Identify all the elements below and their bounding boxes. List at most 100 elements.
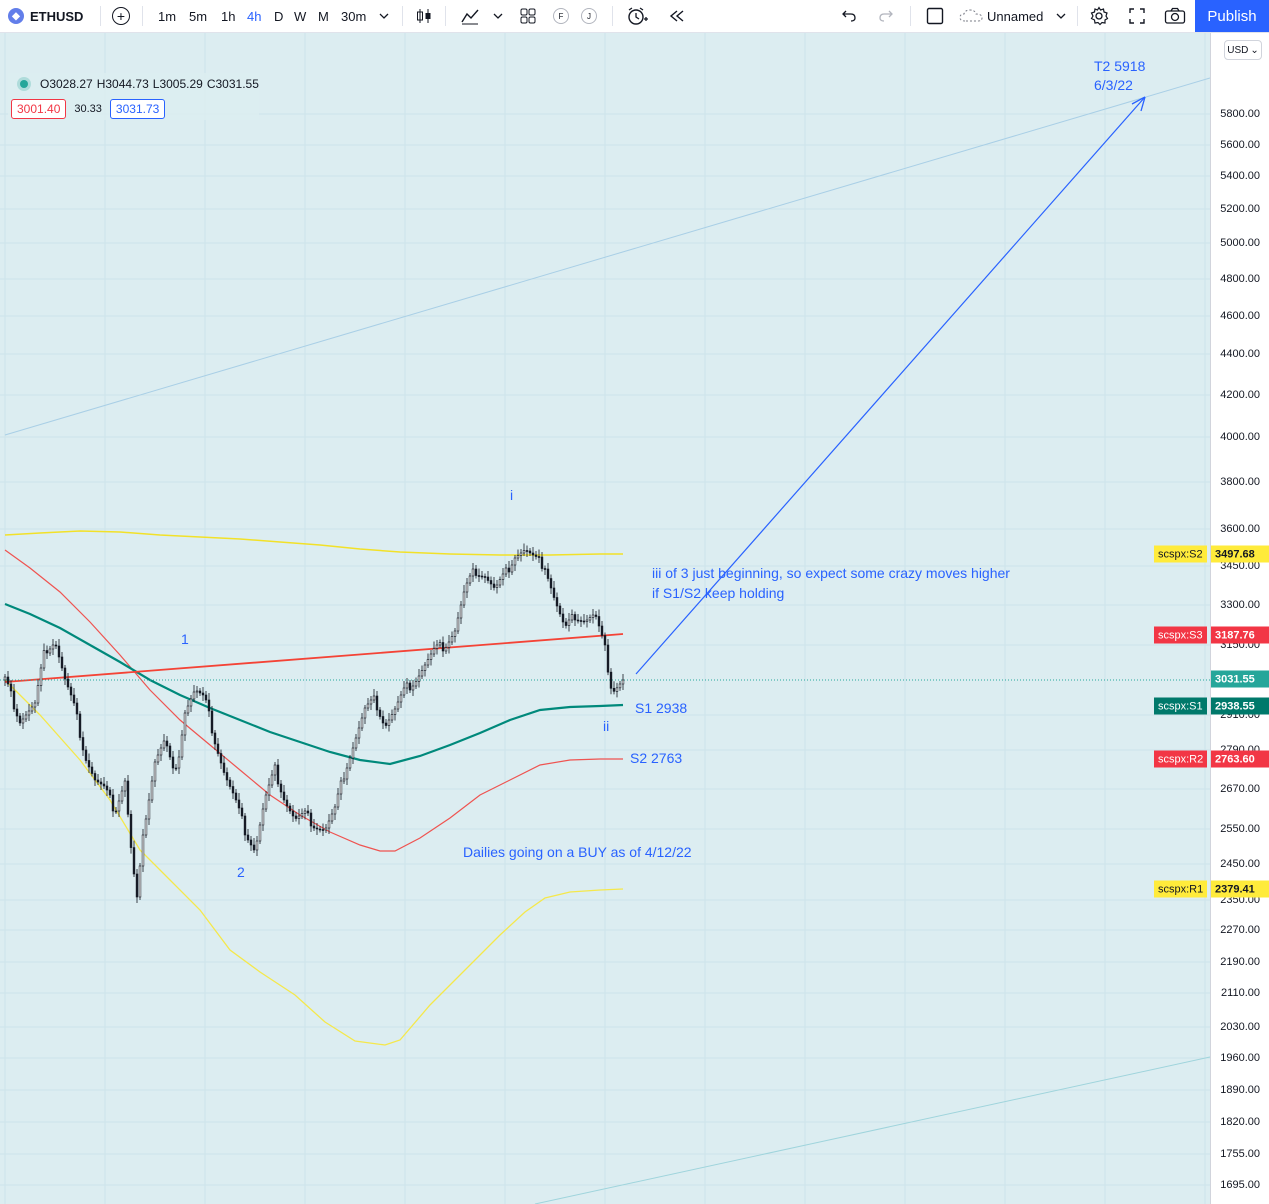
candle-body bbox=[336, 793, 340, 808]
divider bbox=[402, 6, 403, 26]
s1-annotation[interactable]: S1 2938 bbox=[635, 700, 688, 716]
currency-select[interactable]: USD ⌄ bbox=[1224, 40, 1262, 60]
candle-body bbox=[519, 552, 523, 556]
layout-select-button[interactable] bbox=[926, 0, 944, 32]
price-axis[interactable]: 5800.00 5600.00 5400.00 5200.00 5000.00 4800.… bbox=[1210, 33, 1269, 1204]
candle-body bbox=[3, 676, 7, 681]
wave-iii-note[interactable]: iii of 3 just beginning, so expect some … bbox=[652, 563, 1010, 603]
financials-button[interactable]: F bbox=[553, 0, 569, 32]
snapshot-button[interactable] bbox=[1164, 0, 1186, 32]
publish-button[interactable]: Publish bbox=[1195, 0, 1269, 32]
chart-type-button[interactable] bbox=[415, 0, 433, 32]
candle-body bbox=[9, 683, 13, 692]
price-tick-label: 1890.00 bbox=[1220, 1084, 1260, 1096]
journal-button[interactable]: J bbox=[581, 0, 597, 32]
price-tick-label: 3800.00 bbox=[1220, 476, 1260, 488]
price-tick-label: 3300.00 bbox=[1220, 599, 1260, 611]
buy-price-button[interactable]: 3031.73 bbox=[109, 99, 166, 119]
candle-body bbox=[207, 699, 211, 712]
alarm-clock-plus-icon bbox=[628, 7, 648, 25]
s2-annotation[interactable]: S2 2763 bbox=[630, 750, 683, 766]
legend-low: L3005.29 bbox=[152, 77, 203, 91]
interval-d[interactable]: D bbox=[274, 8, 284, 24]
wave-label-ii[interactable]: ii bbox=[603, 718, 610, 734]
price-tick-label: 4000.00 bbox=[1220, 431, 1260, 443]
alert-button[interactable] bbox=[626, 0, 648, 32]
wave-label-i[interactable]: i bbox=[510, 487, 514, 503]
price-tick-label: 1960.00 bbox=[1220, 1052, 1260, 1064]
indicators-icon bbox=[461, 9, 479, 25]
price-chart bbox=[0, 33, 1210, 1204]
candle-body bbox=[252, 844, 256, 851]
candle-body bbox=[12, 690, 16, 710]
settings-button[interactable] bbox=[1089, 0, 1109, 32]
symbol-search[interactable]: ◆ ETHUSD bbox=[8, 0, 83, 32]
candle-body bbox=[87, 760, 91, 768]
scspx-r2-pane-label: scspx:R2 bbox=[1154, 750, 1208, 768]
candle-body bbox=[603, 635, 607, 646]
candle-body bbox=[381, 716, 385, 724]
candle-body bbox=[561, 613, 565, 623]
candle-body bbox=[459, 604, 463, 619]
undo-button[interactable] bbox=[841, 0, 857, 32]
wave-label-2[interactable]: 2 bbox=[237, 864, 245, 880]
replay-button[interactable] bbox=[668, 0, 686, 32]
candle-body bbox=[240, 807, 244, 817]
candle-body bbox=[96, 779, 100, 783]
candle-body bbox=[126, 780, 130, 815]
templates-button[interactable] bbox=[519, 0, 537, 32]
scspx-s1-pane-label: scspx:S1 bbox=[1154, 697, 1207, 715]
plus-circle-icon: + bbox=[112, 7, 130, 25]
candle-body bbox=[210, 710, 214, 734]
candle-body bbox=[348, 757, 352, 769]
candle-body bbox=[465, 582, 469, 593]
candle-body bbox=[69, 686, 73, 696]
interval-5m[interactable]: 5m bbox=[189, 8, 208, 24]
chart-pane[interactable]: O3028.27 H3044.73 L3005.29 C3031.55 3001… bbox=[0, 33, 1210, 1204]
interval-w[interactable]: W bbox=[294, 8, 307, 24]
compare-add-symbol-button[interactable]: + bbox=[112, 0, 130, 32]
candle-body bbox=[417, 675, 421, 682]
trend-line-upper[interactable] bbox=[4, 77, 1210, 436]
candle-body bbox=[189, 698, 193, 707]
candle-body bbox=[45, 650, 49, 654]
dailies-annotation[interactable]: Dailies going on a BUY as of 4/12/22 bbox=[463, 844, 692, 860]
chart-legend: O3028.27 H3044.73 L3005.29 C3031.55 3001… bbox=[8, 73, 259, 120]
candle-body bbox=[498, 579, 502, 586]
candle-body bbox=[606, 644, 610, 673]
divider bbox=[910, 6, 911, 26]
candle-body bbox=[30, 706, 34, 712]
s2-yellow-curve bbox=[4, 530, 623, 556]
interval-m[interactable]: M bbox=[318, 8, 329, 24]
price-tick-label: 2670.00 bbox=[1220, 783, 1260, 795]
candle-body bbox=[33, 702, 37, 708]
candle-body bbox=[411, 685, 415, 691]
candle-body bbox=[492, 583, 496, 588]
candle-body bbox=[174, 767, 178, 770]
scspx-s3-pane-label: scspx:S3 bbox=[1154, 626, 1207, 644]
camera-icon bbox=[1164, 7, 1186, 24]
layout-name-button[interactable]: Unnamed bbox=[959, 0, 1043, 32]
interval-1m[interactable]: 1m bbox=[158, 8, 177, 24]
interval-1h[interactable]: 1h bbox=[221, 8, 236, 24]
target-annotation[interactable]: T2 5918 6/3/22 bbox=[1094, 57, 1145, 95]
indicators-button[interactable] bbox=[460, 0, 480, 32]
candle-body bbox=[150, 780, 154, 801]
candle-body bbox=[585, 619, 589, 622]
label-text: scspx:R1 bbox=[1158, 883, 1204, 895]
fullscreen-button[interactable] bbox=[1128, 0, 1146, 32]
candle-body bbox=[576, 619, 580, 622]
sell-price-button[interactable]: 3001.40 bbox=[11, 99, 67, 119]
candle-body bbox=[447, 641, 451, 648]
interval-4h[interactable]: 4h bbox=[247, 8, 262, 24]
target-arrow-line[interactable] bbox=[635, 96, 1146, 675]
layout-dropdown[interactable] bbox=[1056, 0, 1066, 32]
symbol-label: ETHUSD bbox=[30, 8, 84, 24]
trend-line-lower[interactable] bbox=[534, 1056, 1210, 1204]
financials-icon: F bbox=[553, 8, 569, 24]
redo-button[interactable] bbox=[878, 0, 894, 32]
interval-dropdown[interactable] bbox=[379, 0, 389, 32]
indicators-dropdown[interactable] bbox=[493, 0, 503, 32]
interval-30m[interactable]: 30m bbox=[341, 8, 367, 24]
wave-label-1[interactable]: 1 bbox=[181, 631, 189, 647]
